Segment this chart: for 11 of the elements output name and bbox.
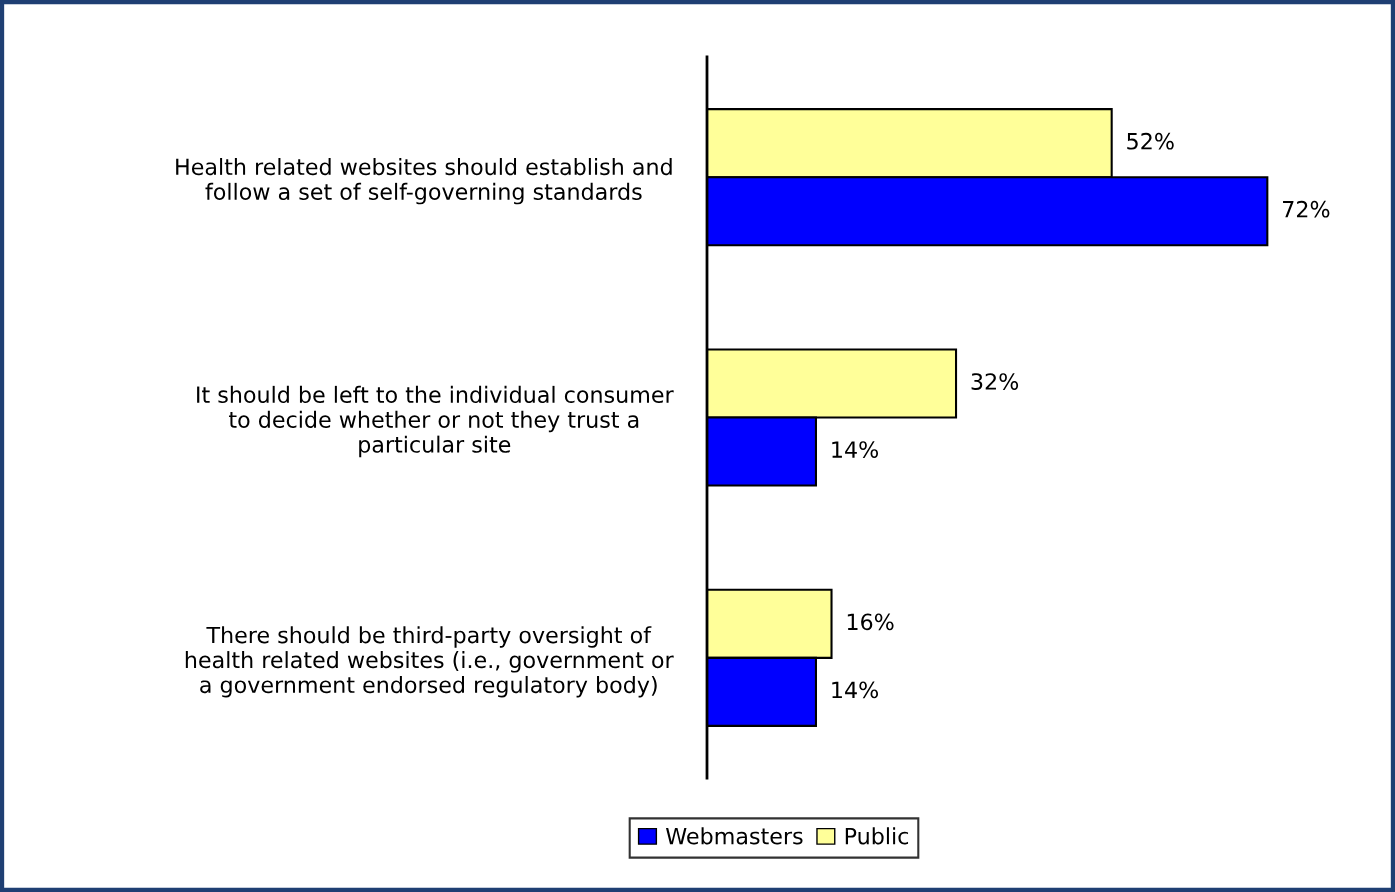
data-label: 52%: [1127, 132, 1174, 150]
data-label: 32%: [971, 373, 1019, 390]
data-label: 16%: [847, 613, 894, 631]
data-label: 72%: [1283, 200, 1330, 218]
data-label: 14%: [832, 681, 879, 699]
legend-label: Public: [845, 827, 909, 845]
data-label: 14%: [832, 441, 879, 458]
y-tick-label: There should be third-party oversight of health related websites (i.e., government or a government endorsed regulatory body): [185, 626, 674, 698]
y-tick-label: It should be left to the individual consumer to decide whether or not they trust a particular site: [197, 385, 674, 458]
y-tick-label: Health related websites should establish and follow a set of self-governing standards: [176, 157, 672, 205]
legend-label: Webmasters: [666, 827, 803, 845]
